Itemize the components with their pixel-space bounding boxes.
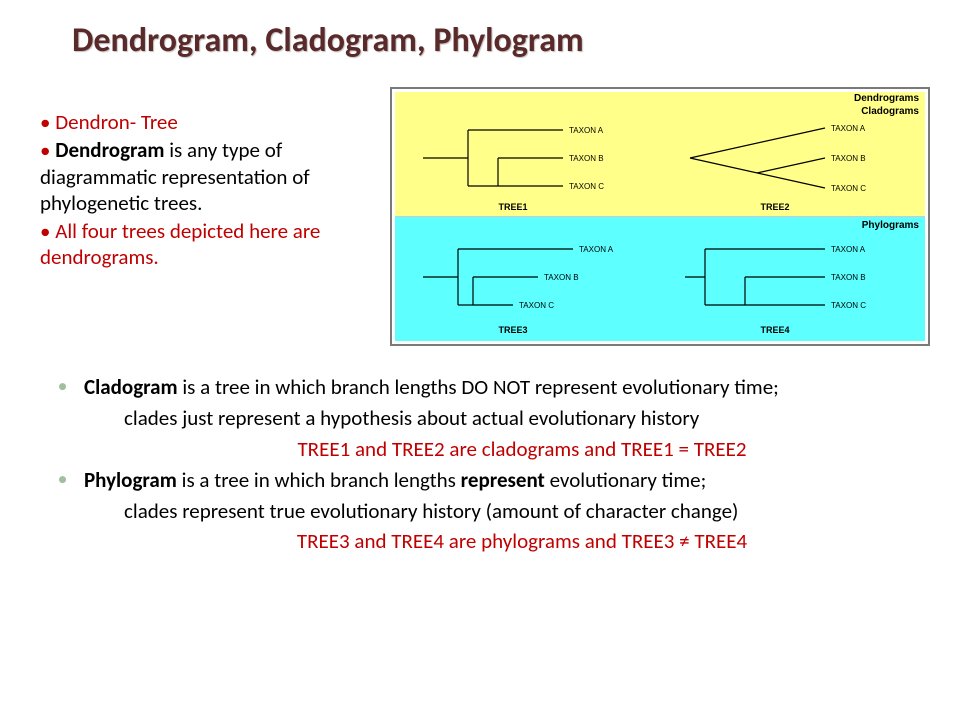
bullet-dot: • — [40, 137, 55, 163]
def-phylogram-c: evolutionary time; — [550, 467, 707, 493]
sub-cladogram: clades just represent a hypothesis about… — [58, 405, 920, 432]
tree1-svg: TAXON A TAXON B TAXON C TREE1 — [413, 120, 643, 215]
taxon-label: TAXON A — [831, 124, 866, 133]
taxon-label: TAXON B — [831, 273, 866, 282]
intro-dendrogram-term: Dendrogram — [55, 137, 164, 163]
label-cladograms: Cladograms — [861, 106, 919, 117]
taxon-label: TAXON B — [831, 154, 866, 163]
intro-all-four: • All four trees depicted here are dendr… — [40, 218, 380, 271]
taxon-label: TAXON A — [569, 126, 604, 135]
taxon-label: TAXON C — [831, 301, 866, 310]
red-cladogram: TREE1 and TREE2 are cladograms and TREE1… — [58, 436, 920, 463]
taxon-label: TAXON C — [569, 182, 604, 191]
tree3-svg: TAXON A TAXON B TAXON C TREE3 — [413, 239, 643, 339]
bullet-dot: • — [40, 109, 55, 135]
page-title: Dendrogram, Cladogram, Phylogram — [0, 0, 960, 61]
tree4-svg: TAXON A TAXON B TAXON C TREE4 — [675, 239, 905, 339]
taxon-label: TAXON C — [519, 301, 554, 310]
sub-phylogram: clades represent true evolutionary histo… — [58, 498, 920, 525]
tree-name: TREE1 — [498, 202, 527, 212]
bullet-cladogram: Cladogram is a tree in which branch leng… — [58, 374, 920, 401]
taxon-label: TAXON B — [569, 154, 604, 163]
red-phylogram: TREE3 and TREE4 are phylograms and TREE3… — [58, 528, 920, 555]
tree-name: TREE4 — [760, 325, 789, 335]
figure-row-phylograms: Phylograms TAXON A TAXON B TAXON C — [395, 217, 925, 341]
label-dendrograms: Dendrograms — [854, 93, 919, 104]
def-phylogram-a: is a tree in which branch lengths — [182, 467, 461, 493]
taxon-label: TAXON B — [544, 273, 579, 282]
figure-row-cladograms: Dendrograms Cladograms TAXON A TAXON B — [395, 92, 925, 217]
term-phylogram: Phylogram — [84, 467, 177, 493]
term-cladogram: Cladogram — [84, 374, 178, 400]
bullet-list: Cladogram is a tree in which branch leng… — [0, 346, 960, 555]
taxon-label: TAXON C — [831, 184, 866, 193]
bullet-phylogram: Phylogram is a tree in which branch leng… — [58, 467, 920, 494]
tree-name: TREE2 — [760, 202, 789, 212]
def-cladogram: is a tree in which branch lengths DO NOT… — [182, 374, 778, 400]
taxon-label: TAXON A — [579, 245, 614, 254]
tree-name: TREE3 — [498, 325, 527, 335]
tree2-svg: TAXON A TAXON B TAXON C TREE2 — [675, 120, 905, 215]
taxon-label: TAXON A — [831, 245, 866, 254]
label-phylograms: Phylograms — [862, 220, 919, 231]
intro-dendron: Dendron- Tree — [55, 109, 178, 135]
def-phylogram-b: represent — [461, 467, 545, 493]
trees-figure: Dendrograms Cladograms TAXON A TAXON B — [390, 87, 930, 346]
intro-text: • Dendron- Tree • Dendrogram is any type… — [40, 87, 390, 273]
top-row: • Dendron- Tree • Dendrogram is any type… — [0, 61, 960, 346]
